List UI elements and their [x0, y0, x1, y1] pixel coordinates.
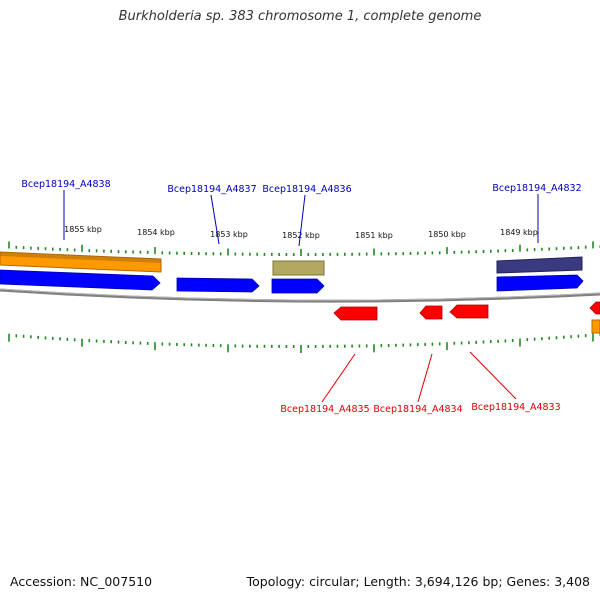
kbp-label: 1853 kbp — [210, 230, 248, 239]
leader-line — [210, 194, 220, 245]
reverse-cds — [333, 301, 600, 321]
leader-lines — [63, 190, 539, 403]
gene-label[interactable]: Bcep18194_A4835 — [280, 404, 369, 415]
cds-forward-arrow[interactable] — [176, 277, 260, 293]
leader-line — [417, 353, 433, 403]
kbp-scale: 1855 kbp 1854 kbp 1853 kbp 1852 kbp 1851… — [64, 225, 538, 240]
gene-feature-orange-right[interactable] — [591, 319, 600, 334]
cds-forward-arrow[interactable] — [0, 269, 161, 291]
accession-text: Accession: NC_007510 — [10, 574, 153, 589]
kbp-label: 1850 kbp — [428, 230, 466, 239]
leader-line — [469, 351, 517, 400]
gene-feature-navy[interactable] — [496, 256, 583, 274]
cds-forward-arrow[interactable] — [271, 278, 325, 294]
gene-feature-olive[interactable] — [272, 260, 325, 276]
gene-features — [0, 251, 600, 334]
gene-label[interactable]: Bcep18194_A4833 — [471, 402, 560, 413]
kbp-label: 1855 kbp — [64, 225, 102, 234]
gene-labels: Bcep18194_A4838 Bcep18194_A4837 Bcep1819… — [21, 179, 581, 415]
gene-label[interactable]: Bcep18194_A4837 — [167, 184, 256, 195]
genome-backbone — [0, 288, 600, 303]
kbp-label: 1849 kbp — [500, 228, 538, 237]
gene-label[interactable]: Bcep18194_A4834 — [373, 404, 462, 415]
genome-backbone-highlight — [0, 288, 600, 301]
cds-reverse-arrow[interactable] — [589, 301, 600, 315]
kbp-label: 1852 kbp — [282, 231, 320, 240]
kbp-label: 1851 kbp — [355, 231, 393, 240]
inner-tick-ring — [8, 333, 600, 353]
gene-label[interactable]: Bcep18194_A4838 — [21, 179, 110, 190]
genome-summary-text: Topology: circular; Length: 3,694,126 bp… — [246, 574, 590, 589]
gene-label[interactable]: Bcep18194_A4836 — [262, 184, 351, 195]
leader-line — [321, 353, 356, 403]
map-title: Burkholderia sp. 383 chromosome 1, compl… — [118, 9, 482, 24]
cds-forward-arrow[interactable] — [496, 274, 584, 292]
leader-line — [298, 194, 306, 247]
cds-reverse-arrow[interactable] — [449, 304, 489, 319]
cds-reverse-arrow[interactable] — [419, 305, 443, 320]
outer-tick-ring — [8, 241, 600, 256]
forward-cds — [0, 269, 584, 294]
gene-label[interactable]: Bcep18194_A4832 — [492, 183, 581, 194]
kbp-label: 1854 kbp — [137, 228, 175, 237]
cds-reverse-arrow[interactable] — [333, 306, 378, 321]
gene-feature-orange-shade — [0, 252, 161, 263]
